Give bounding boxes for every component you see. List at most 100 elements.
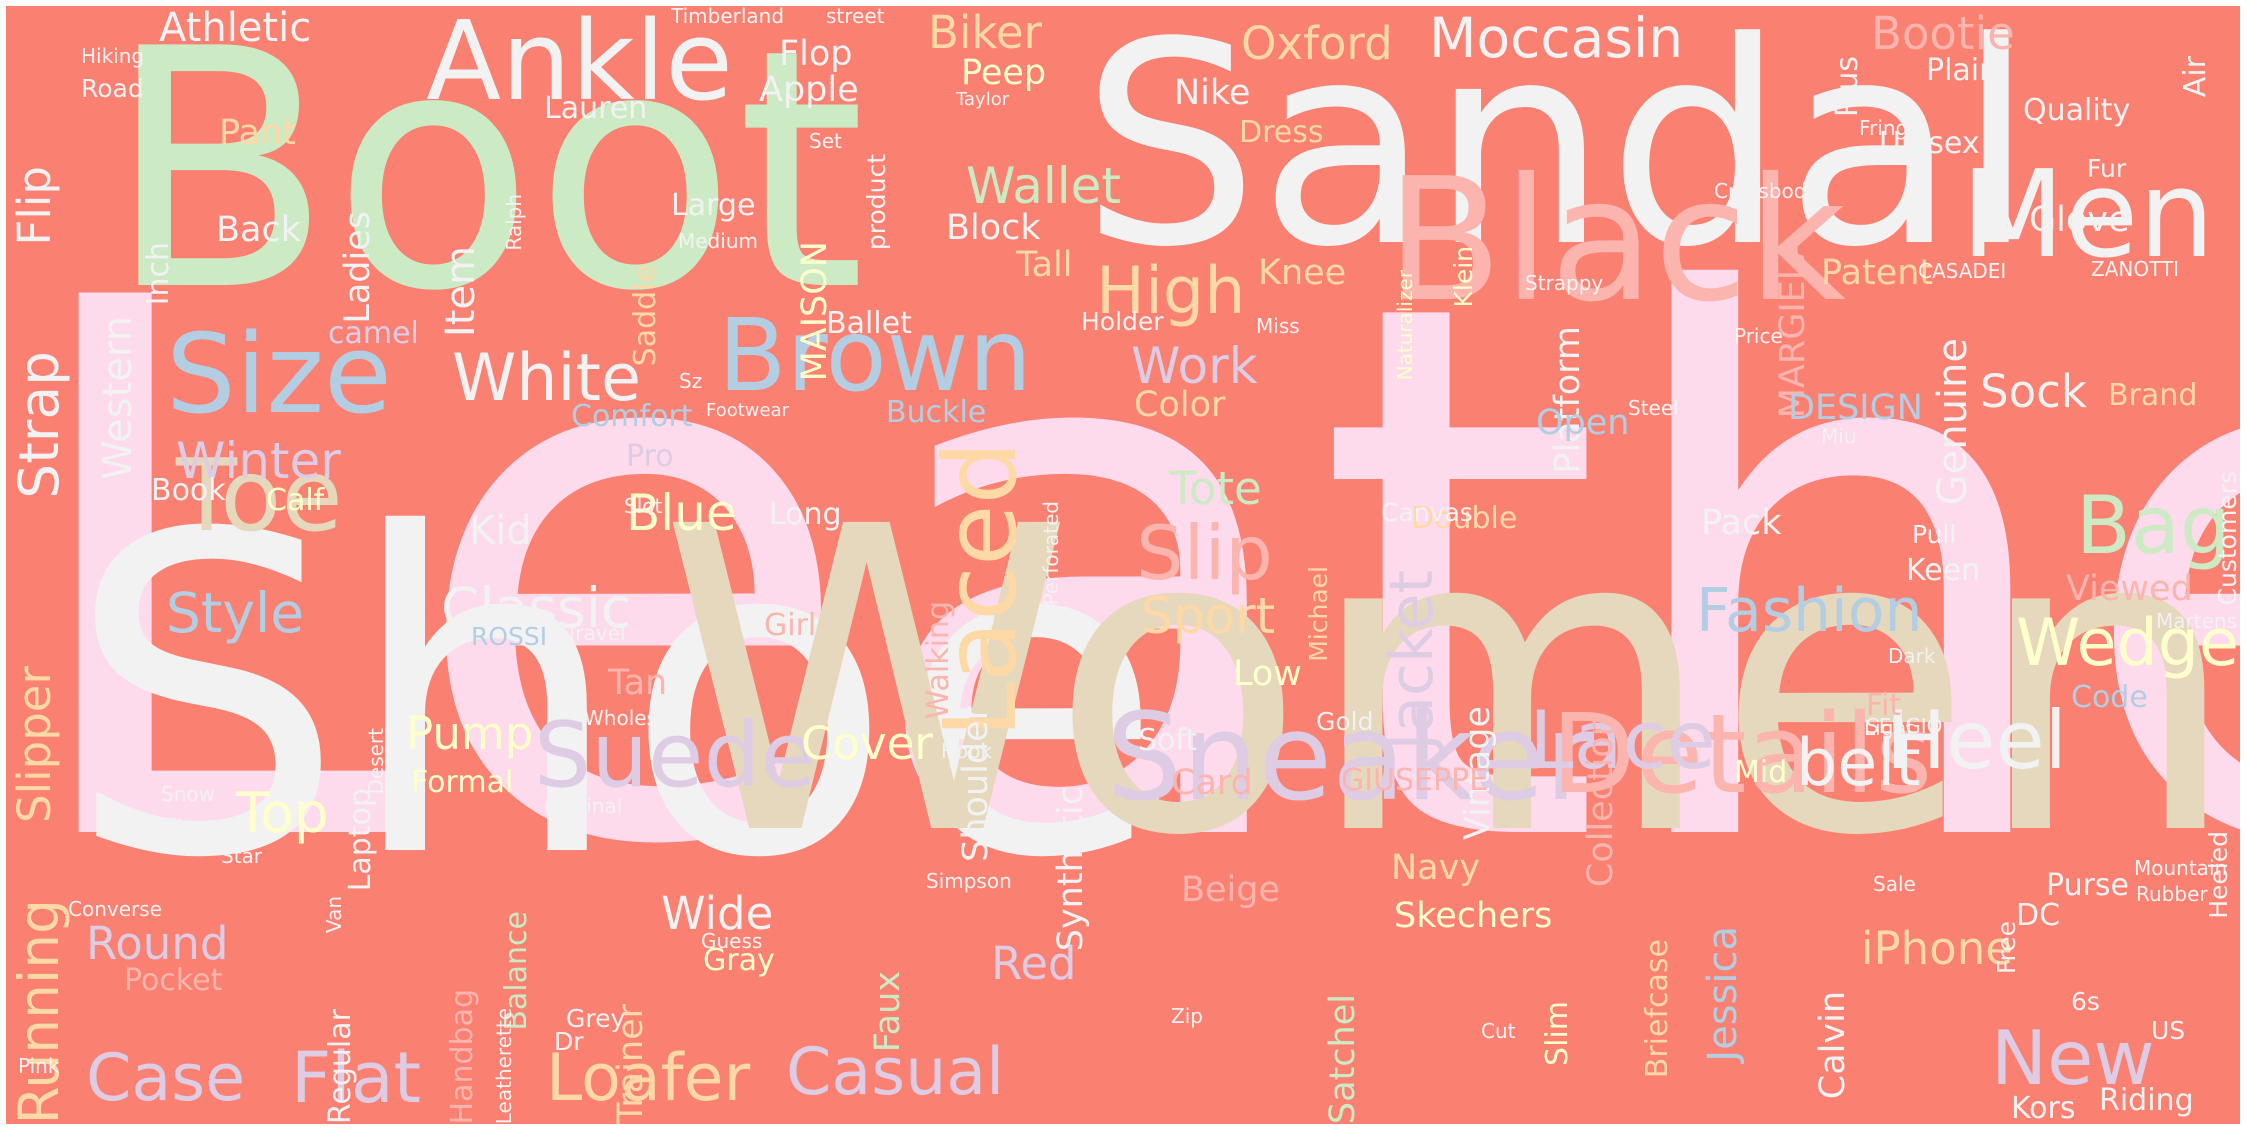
word-giuseppe: GIUSEPPE [1341, 763, 1489, 798]
word-ralph: Ralph [502, 194, 526, 251]
word-hook: Hook [941, 739, 993, 763]
word-pull: Pull [1912, 520, 1957, 549]
word-shoe: Shoe [66, 442, 1165, 954]
word-rubber: Rubber [2136, 882, 2208, 906]
word-case: Case [86, 1041, 246, 1116]
word-flip: Flip [8, 166, 61, 246]
word-long: Long [769, 497, 842, 532]
word-pack: Pack [1701, 503, 1782, 543]
word-color: Color [1134, 385, 1226, 425]
word-medium: Medium [678, 229, 758, 253]
word-riding: Riding [2099, 1083, 2194, 1118]
word-genuine: Genuine [1930, 338, 1976, 506]
word-soft: Soft [1138, 723, 1198, 758]
word-winter: Winter [176, 432, 341, 490]
word-heel: Heel [1886, 694, 2067, 787]
word-free: Free [1992, 921, 2021, 975]
word-miss: Miss [1256, 314, 1300, 338]
word-casual: Casual [786, 1035, 1005, 1110]
word-dr: Dr [554, 1027, 584, 1056]
word-black: Black [1386, 142, 1846, 340]
word-formal: Formal [411, 765, 514, 800]
word-dark: Dark [1888, 644, 1936, 668]
word-dc: DC [2016, 898, 2061, 933]
word-hiking: Hiking [81, 44, 145, 68]
word-travel: Travel [566, 621, 626, 645]
word-high: High [1096, 254, 1246, 329]
word-boot: Boot [106, 6, 866, 363]
word-kors: Kors [2011, 1091, 2076, 1124]
word-patent: Patent [1821, 253, 1934, 293]
word-item: Item [438, 246, 484, 338]
word-buckle: Buckle [886, 395, 987, 430]
word-girl: Girl [764, 608, 817, 643]
word-skechers: Skechers [1394, 896, 1553, 936]
word-book: Book [151, 473, 226, 508]
word-dress: Dress [1239, 115, 1324, 150]
word-bootie: Bootie [1871, 7, 2015, 60]
word-saddle: Saddle [628, 264, 663, 367]
word-rossi: ROSSI [471, 622, 548, 651]
word-mid: Mid [1734, 755, 1788, 790]
word-western: Western [95, 316, 141, 481]
word-zip: Zip [1171, 1004, 1203, 1028]
word-briefcase: Briefcase [1640, 939, 1675, 1079]
word-mountain: Mountain [2134, 856, 2228, 880]
word-synthetic: Synthetic [1051, 786, 1091, 952]
word-slot: Slot [624, 494, 663, 518]
word-low: Low [1233, 654, 1302, 694]
word-tan: Tan [608, 663, 668, 703]
word-brown: Brown [718, 297, 1032, 414]
word-quality: Quality [2023, 93, 2131, 128]
word-lace: Lace [1529, 694, 1716, 787]
word-klein: Klein [1449, 246, 1478, 308]
word-men: Men [1961, 146, 2215, 285]
word-large: Large [671, 188, 756, 223]
word-flat: Flat [291, 1037, 422, 1119]
word-biker: Biker [928, 6, 1043, 59]
word-fur: Fur [2087, 154, 2127, 183]
word-perforated: Perforated [1039, 501, 1063, 606]
word-zanotti: ZANOTTI [2091, 257, 2180, 281]
word-calvin: Calvin [1813, 991, 1853, 1100]
word-beige: Beige [1181, 870, 1281, 910]
word-van: Van [322, 896, 346, 934]
word-gray: Gray [703, 943, 775, 978]
word-gold: Gold [1316, 707, 1374, 736]
word-us: US [2151, 1016, 2186, 1045]
word-navy: Navy [1391, 848, 1481, 888]
word-peep: Peep [961, 53, 1047, 93]
word-tall: Tall [1016, 245, 1073, 285]
word-style: Style [166, 581, 305, 645]
word-sneaker: Sneaker [1106, 689, 1594, 828]
word-athletic: Athletic [159, 6, 312, 51]
word-sandal: Sandal [1081, 6, 2035, 309]
word-toe: Toe [176, 437, 343, 554]
word-customers: Customers [2213, 471, 2240, 606]
word-double: Double [1411, 501, 1518, 536]
word-jessica: Jessica [1700, 926, 1746, 1062]
word-purse: Purse [2046, 868, 2129, 903]
word-leather: Leather [6, 145, 2240, 1007]
word-flop: Flop [779, 34, 853, 74]
word-plain: Plain [1926, 53, 1999, 88]
word-running: Running [7, 898, 71, 1124]
word-round: Round [86, 917, 229, 970]
word-ladies: Ladies [338, 211, 378, 324]
word-naturalizer: Naturalizer [1393, 270, 1417, 381]
word-crossbody: Crossbody [1714, 179, 1819, 203]
word-calf: Calf [266, 483, 325, 518]
word-design: DESIGN [1788, 388, 1923, 428]
word-work: Work [1131, 337, 1258, 395]
word-plus: Plus [1830, 56, 1865, 118]
word-loafer: Loafer [546, 1041, 751, 1116]
word-bag: Bag [2076, 479, 2231, 572]
word-sz: Sz [679, 369, 703, 393]
word-blue: Blue [626, 484, 737, 542]
word-slim: Slim [1540, 1001, 1575, 1066]
word-new: New [1991, 1014, 2155, 1102]
word-sock: Sock [1980, 365, 2087, 418]
word-wholesale: Wholesale [584, 706, 688, 730]
word-red: Red [991, 937, 1077, 990]
